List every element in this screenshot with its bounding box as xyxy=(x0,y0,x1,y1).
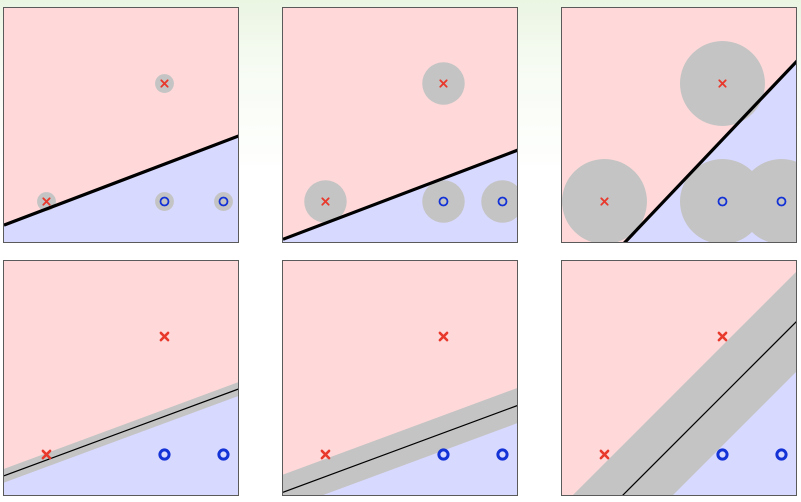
panel-top-left xyxy=(3,7,239,243)
panel-plot xyxy=(4,261,238,495)
decision-boundary xyxy=(283,405,517,493)
panel-plot xyxy=(283,8,517,242)
panel-plot xyxy=(4,8,238,242)
decision-boundary xyxy=(623,59,796,242)
panel-top-right xyxy=(561,7,797,243)
class-o-marker xyxy=(775,448,788,461)
class-o-marker xyxy=(218,196,229,207)
class-o-marker xyxy=(496,448,509,461)
decision-boundary xyxy=(4,134,238,227)
class-x-marker xyxy=(718,79,727,88)
class-o-marker xyxy=(717,196,728,207)
region-class-x xyxy=(4,261,238,476)
class-o-marker xyxy=(437,448,450,461)
decision-boundary xyxy=(283,148,517,241)
uncertainty-circle xyxy=(739,159,796,242)
margin-band xyxy=(283,388,517,495)
class-x-marker xyxy=(599,449,610,460)
decision-boundary xyxy=(4,388,238,477)
uncertainty-circle xyxy=(214,192,233,211)
class-x-marker xyxy=(159,331,170,342)
class-x-marker xyxy=(41,449,52,460)
panel-plot xyxy=(283,261,517,495)
panel-plot xyxy=(562,8,796,242)
class-x-marker xyxy=(600,197,609,206)
class-o-marker xyxy=(159,196,170,207)
class-o-marker xyxy=(497,196,508,207)
class-x-marker xyxy=(438,331,449,342)
class-x-marker xyxy=(160,79,169,88)
class-o-marker xyxy=(217,448,230,461)
panel-bottom-middle xyxy=(282,260,518,496)
class-x-marker xyxy=(439,79,448,88)
uncertainty-circle xyxy=(680,159,765,242)
class-x-marker xyxy=(320,449,331,460)
region-class-x xyxy=(4,8,238,226)
decision-boundary xyxy=(622,321,796,495)
panel-bottom-left xyxy=(3,260,239,496)
region-class-x xyxy=(283,261,517,493)
class-x-marker xyxy=(717,331,728,342)
class-o-marker xyxy=(716,448,729,461)
panel-top-middle xyxy=(282,7,518,243)
uncertainty-circle xyxy=(155,192,174,211)
class-o-marker xyxy=(158,448,171,461)
region-class-x xyxy=(562,261,796,495)
region-class-o xyxy=(4,136,238,242)
class-o-marker xyxy=(438,196,449,207)
class-o-marker xyxy=(776,196,787,207)
panel-plot xyxy=(562,261,796,495)
uncertainty-circle xyxy=(422,180,465,223)
panel-bottom-right xyxy=(561,260,797,496)
region-class-x xyxy=(283,8,517,240)
class-x-marker xyxy=(321,197,330,206)
class-x-marker xyxy=(42,197,51,206)
